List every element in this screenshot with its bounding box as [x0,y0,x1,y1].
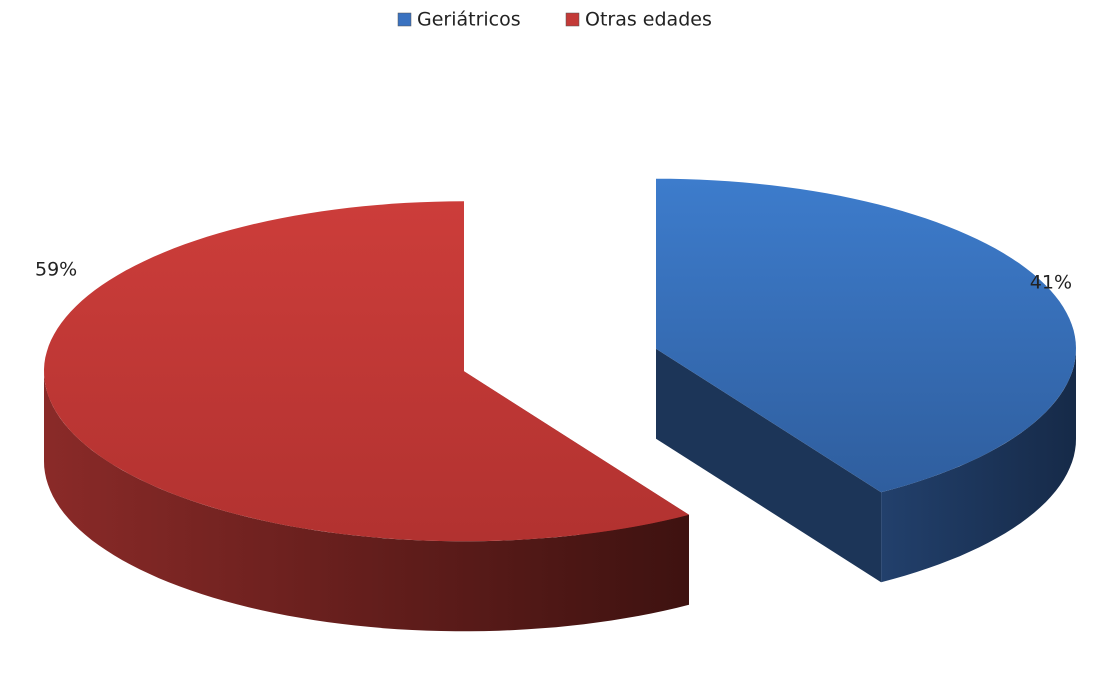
legend-swatch [397,12,412,27]
slice [656,178,1076,493]
slice-side [881,348,1076,583]
legend: Geriátricos Otras edades [397,9,712,31]
data-label: 41% [1030,272,1072,294]
legend-swatch [565,12,580,27]
pie: 41% 59% [35,178,1076,632]
slice-side [44,371,689,632]
legend-label: Geriátricos [417,9,521,31]
slice-face [656,348,882,583]
slice [44,201,689,542]
data-label: 59% [35,259,77,281]
legend-label: Otras edades [585,9,712,31]
